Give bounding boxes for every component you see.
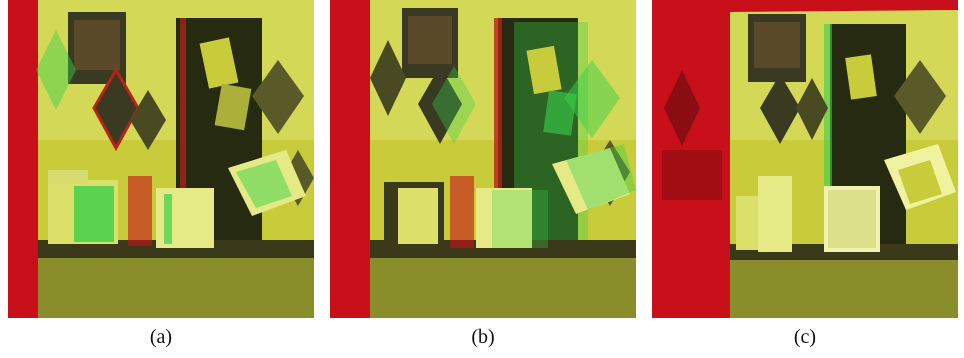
anaglyph-image-a <box>8 0 314 318</box>
caption-a: (a) <box>149 326 173 348</box>
anaglyph-image-c <box>652 0 958 318</box>
caption-c: (c) <box>793 326 817 348</box>
anaglyph-image-b <box>330 0 636 318</box>
caption-b: (b) <box>471 326 495 348</box>
